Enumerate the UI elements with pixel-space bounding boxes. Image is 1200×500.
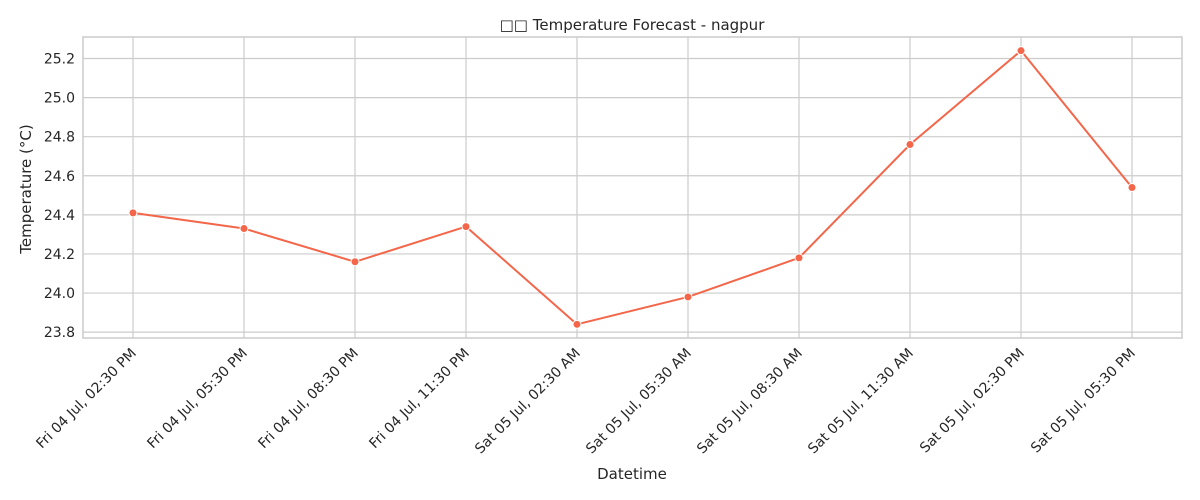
- y-tick-label: 25.2: [44, 52, 75, 68]
- data-point: [683, 292, 693, 302]
- data-point: [794, 253, 804, 263]
- y-tick-label: 24.6: [44, 169, 75, 185]
- data-point: [239, 224, 249, 234]
- data-point: [1016, 46, 1026, 56]
- y-tick-label: 24.4: [44, 208, 75, 224]
- x-tick-label: Fri 04 Jul, 05:30 PM: [144, 346, 250, 452]
- x-tick-label: Fri 04 Jul, 11:30 PM: [366, 346, 472, 452]
- grid-layer: [83, 37, 1182, 338]
- x-axis-title: Datetime: [597, 465, 667, 483]
- x-tick-label: Sat 05 Jul, 05:30 PM: [1028, 346, 1139, 457]
- data-point: [128, 208, 138, 218]
- data-point: [461, 222, 471, 232]
- y-tick-label: 24.0: [44, 286, 75, 302]
- data-point: [572, 319, 582, 329]
- x-tick-label: Sat 05 Jul, 11:30 AM: [805, 346, 917, 458]
- data-point: [1127, 183, 1137, 192]
- y-tick-label: 25.0: [44, 91, 75, 107]
- y-axis-title: Temperature (°C): [17, 124, 35, 254]
- x-tick-label: Sat 05 Jul, 02:30 PM: [917, 346, 1028, 457]
- temperature-line: [132, 49, 1133, 326]
- y-tick-label: 23.8: [44, 325, 75, 341]
- chart-title: □□ Temperature Forecast - nagpur: [500, 16, 766, 34]
- y-tick-label: 24.8: [44, 130, 75, 146]
- data-point: [350, 257, 360, 267]
- plot-frame: [82, 36, 1183, 339]
- x-tick-label: Fri 04 Jul, 08:30 PM: [255, 346, 361, 452]
- data-point: [905, 140, 915, 149]
- y-tick-labels: 23.8 24.0 24.2 24.4 24.6 24.8 25.0 25.2: [44, 52, 75, 342]
- x-tick-label: Sat 05 Jul, 02:30 AM: [472, 346, 584, 458]
- x-tick-label: Sat 05 Jul, 05:30 AM: [583, 346, 695, 458]
- x-tick-labels: Fri 04 Jul, 02:30 PM Fri 04 Jul, 05:30 PM…: [33, 346, 1138, 458]
- x-tick-label: Fri 04 Jul, 02:30 PM: [33, 346, 139, 452]
- series-layer: [128, 46, 1137, 329]
- y-tick-label: 24.2: [44, 247, 75, 263]
- x-tick-label: Sat 05 Jul, 08:30 AM: [694, 346, 806, 458]
